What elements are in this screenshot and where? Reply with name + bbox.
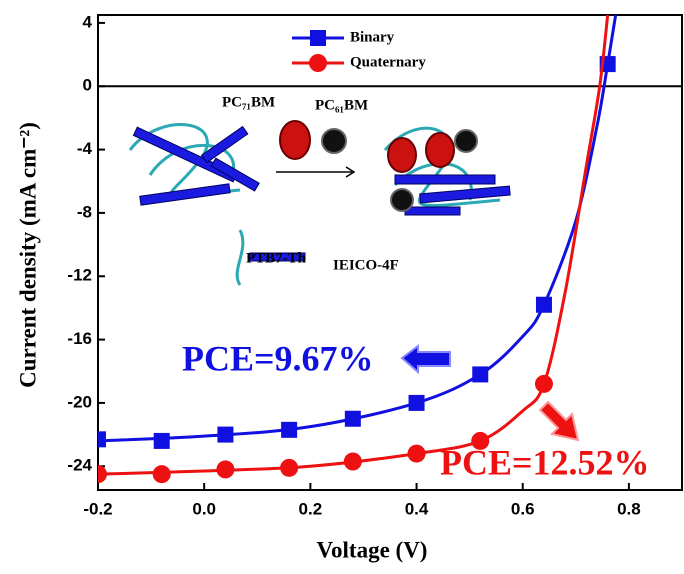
marker <box>309 54 327 72</box>
y-tick-label: 0 <box>83 76 92 95</box>
marker <box>153 465 171 483</box>
marker <box>408 445 426 463</box>
x-tick-label: 0.4 <box>405 499 429 518</box>
x-tick-label: 0.8 <box>617 499 641 518</box>
marker <box>409 395 425 411</box>
y-tick-label: 4 <box>83 12 93 31</box>
x-tick-label: -0.2 <box>83 499 112 518</box>
marker <box>90 431 106 447</box>
legend-label: Binary <box>350 29 395 45</box>
y-tick-label: -8 <box>77 202 92 221</box>
pce-label: PCE=9.67% <box>182 338 374 378</box>
marker <box>216 460 234 478</box>
blue-arrow <box>402 346 450 372</box>
inset-illustration <box>130 121 510 285</box>
y-tick-label: -20 <box>67 392 92 411</box>
marker <box>472 366 488 382</box>
plot-area <box>89 15 616 483</box>
y-tick-label: -4 <box>77 139 93 158</box>
series-line <box>98 15 608 474</box>
y-tick-label: -16 <box>67 329 92 348</box>
marker <box>345 411 361 427</box>
chart: PC₇₁BM PC₆₁BM PTB7-Th IEICO-4F PCE=9.67%… <box>0 0 684 574</box>
x-tick-label: 0.6 <box>511 499 535 518</box>
marker <box>344 453 362 471</box>
x-axis-label: Voltage (V) <box>317 537 428 562</box>
marker <box>471 432 489 450</box>
y-tick-label: -12 <box>67 266 92 285</box>
y-axis-label: Current density (mA cm⁻²) <box>15 122 40 388</box>
marker <box>310 30 326 46</box>
inset-label: PTB7-Th <box>246 250 307 266</box>
marker <box>281 422 297 438</box>
marker <box>536 297 552 313</box>
red-arrow <box>540 402 578 440</box>
marker <box>535 375 553 393</box>
y-tick-label: -24 <box>67 456 92 475</box>
pce-label: PCE=12.52% <box>440 442 650 482</box>
inset-label: PC₇₁BM <box>222 94 275 110</box>
inset-label: PC₆₁BM <box>315 97 368 113</box>
marker <box>280 459 298 477</box>
inset-label: IEICO-4F <box>333 257 399 273</box>
x-tick-label: 0.2 <box>299 499 323 518</box>
x-tick-label: 0.0 <box>192 499 216 518</box>
legend-label: Quaternary <box>350 54 426 70</box>
marker <box>217 427 233 443</box>
marker <box>154 433 170 449</box>
